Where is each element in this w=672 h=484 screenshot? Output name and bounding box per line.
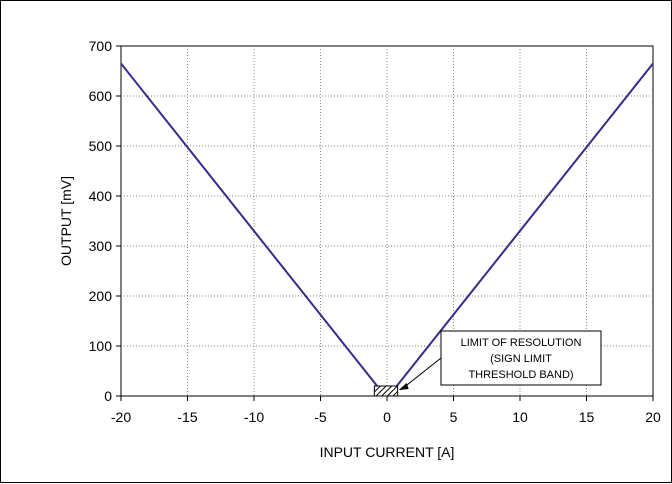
x-tick-label: 15 bbox=[579, 409, 595, 425]
x-tick-label: 5 bbox=[450, 409, 458, 425]
callout-text: (SIGN LIMIT bbox=[490, 353, 552, 365]
x-axis: -20 -15 -10 -5 0 5 10 15 20 bbox=[111, 396, 661, 425]
y-tick-label: 700 bbox=[89, 38, 113, 54]
threshold-band-box bbox=[373, 385, 399, 397]
callout-text: LIMIT OF RESOLUTION bbox=[461, 337, 582, 349]
y-tick-label: 0 bbox=[104, 388, 112, 404]
x-tick-label: -20 bbox=[111, 409, 131, 425]
y-tick-label: 400 bbox=[89, 188, 113, 204]
y-tick-label: 200 bbox=[89, 288, 113, 304]
y-axis-title: OUTPUT [mV] bbox=[58, 176, 74, 266]
x-axis-title: INPUT CURRENT [A] bbox=[320, 444, 455, 460]
series-group bbox=[120, 62, 654, 391]
callout-box bbox=[440, 330, 602, 386]
series-line bbox=[120, 62, 382, 391]
x-tick-label: -5 bbox=[314, 409, 327, 425]
callout-arrow-line bbox=[400, 357, 442, 391]
x-tick-label: 0 bbox=[383, 409, 391, 425]
annotation: LIMIT OF RESOLUTION (SIGN LIMIT THRESHOLD … bbox=[373, 330, 602, 397]
y-axis: 0 100 200 300 400 500 600 700 bbox=[89, 38, 121, 404]
x-tick-label: 20 bbox=[645, 409, 661, 425]
x-tick-label: -10 bbox=[244, 409, 264, 425]
callout-text: THRESHOLD BAND) bbox=[468, 369, 573, 381]
callout-arrowhead bbox=[398, 383, 409, 390]
x-tick-label: 10 bbox=[512, 409, 528, 425]
y-tick-label: 600 bbox=[89, 88, 113, 104]
y-tick-label: 500 bbox=[89, 138, 113, 154]
y-tick-label: 100 bbox=[89, 338, 113, 354]
y-tick-label: 300 bbox=[89, 238, 113, 254]
series-line bbox=[392, 62, 654, 391]
x-tick-label: -15 bbox=[177, 409, 197, 425]
